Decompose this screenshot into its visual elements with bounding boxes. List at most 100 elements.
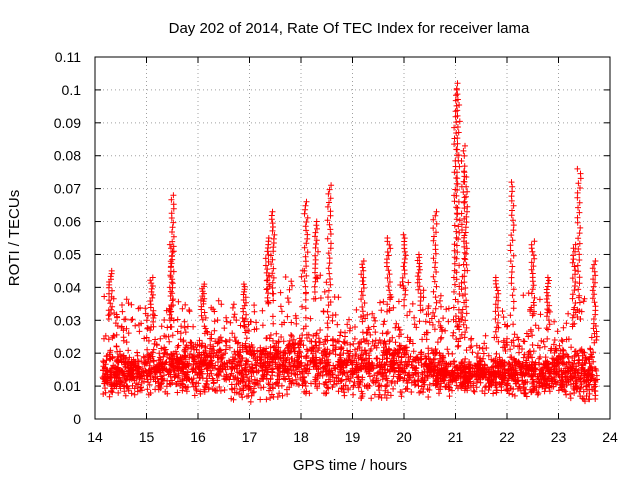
data-point (488, 381, 495, 387)
data-point (462, 142, 468, 149)
data-point (455, 129, 462, 136)
data-point (190, 323, 197, 330)
data-point (465, 382, 472, 389)
data-point (536, 344, 543, 351)
data-point (282, 350, 289, 357)
x-tick-label: 15 (139, 429, 155, 445)
data-point (507, 258, 514, 265)
data-point (355, 384, 362, 391)
data-point (590, 358, 597, 365)
data-point (253, 361, 260, 368)
data-point (263, 396, 270, 403)
data-point (321, 381, 328, 388)
data-point (545, 280, 551, 287)
data-point (181, 324, 188, 331)
data-point (542, 385, 549, 392)
data-point (479, 388, 486, 394)
data-point (237, 322, 244, 329)
data-point (193, 346, 200, 353)
data-point (149, 274, 156, 281)
data-point (222, 338, 229, 345)
data-point (276, 368, 283, 374)
data-point (453, 318, 459, 325)
data-point (102, 389, 109, 396)
data-point (432, 242, 439, 249)
data-point (305, 331, 312, 338)
data-point (460, 147, 467, 154)
data-point (147, 301, 154, 308)
data-point (461, 249, 468, 256)
data-point (227, 373, 234, 380)
data-point (572, 267, 579, 274)
data-point (228, 360, 235, 367)
data-point (260, 347, 266, 354)
data-point (589, 287, 596, 294)
data-point (590, 283, 597, 290)
data-point (313, 342, 320, 349)
data-point (376, 391, 383, 398)
data-point (417, 388, 424, 395)
data-point (509, 237, 516, 244)
data-point (204, 378, 211, 384)
data-point (577, 185, 583, 191)
data-point (340, 350, 347, 357)
data-point (226, 344, 233, 351)
data-point (280, 359, 287, 366)
data-point (270, 320, 277, 327)
data-point (390, 304, 397, 311)
data-point (290, 363, 297, 370)
data-point (324, 384, 331, 391)
data-point (115, 364, 122, 371)
data-point (246, 363, 253, 370)
data-point (511, 370, 518, 377)
data-point (314, 375, 321, 382)
data-point (473, 384, 480, 391)
data-point (114, 348, 121, 355)
data-point (132, 322, 139, 329)
data-point (183, 342, 190, 349)
data-point (325, 370, 332, 377)
data-point (592, 383, 599, 390)
data-point (417, 290, 424, 297)
data-point (573, 363, 580, 370)
data-point (188, 339, 195, 346)
data-point (380, 321, 387, 328)
data-point (128, 317, 135, 323)
data-point (457, 335, 464, 342)
data-point (492, 360, 499, 367)
data-point (398, 359, 405, 366)
data-point (149, 294, 156, 301)
data-point (267, 376, 274, 383)
data-point (347, 341, 354, 348)
data-point (567, 391, 574, 397)
data-point (579, 395, 586, 402)
data-point (376, 361, 383, 368)
data-point (412, 381, 419, 388)
data-point (288, 278, 295, 285)
data-point (205, 384, 212, 391)
data-point (184, 368, 191, 375)
data-point (415, 269, 422, 276)
data-point (122, 392, 129, 399)
data-point (572, 248, 578, 255)
data-point (288, 319, 295, 326)
data-point (590, 316, 597, 322)
data-point (572, 279, 579, 285)
data-point (200, 298, 207, 305)
data-point (291, 370, 298, 377)
y-tick-label: 0.02 (54, 345, 81, 361)
data-point (383, 375, 390, 382)
data-point (515, 343, 521, 350)
data-point (546, 302, 553, 309)
data-point (428, 361, 435, 368)
data-point (526, 362, 533, 369)
data-point (284, 313, 291, 320)
data-point (286, 359, 293, 366)
data-point (453, 228, 460, 235)
data-point (123, 339, 130, 346)
data-point (263, 286, 270, 293)
data-point (587, 363, 594, 370)
data-point (313, 332, 320, 338)
data-point (324, 324, 331, 331)
data-point (274, 379, 280, 386)
